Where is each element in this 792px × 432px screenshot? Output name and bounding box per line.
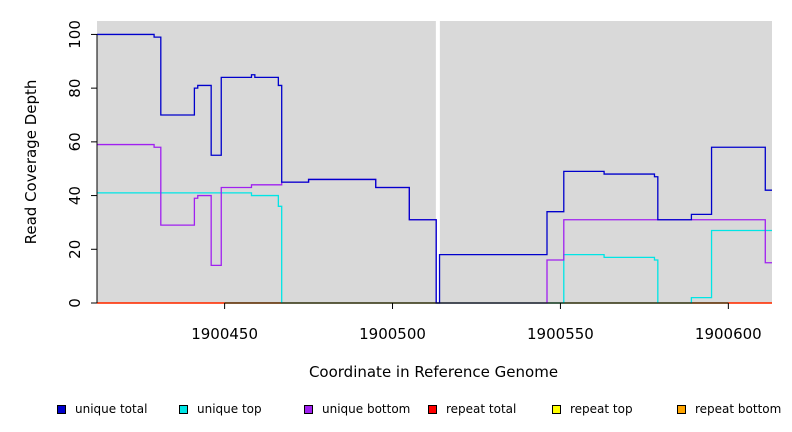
x-axis-title: Coordinate in Reference Genome bbox=[309, 363, 558, 381]
legend-swatch bbox=[304, 404, 313, 414]
legend-item-repeat-total: repeat total bbox=[428, 400, 516, 418]
legend-item-repeat-top: repeat top bbox=[552, 400, 633, 418]
legend-label: repeat top bbox=[570, 402, 633, 416]
x-tick-label: 1900550 bbox=[527, 325, 594, 343]
y-tick-label: 100 bbox=[66, 20, 84, 49]
y-tick-label: 20 bbox=[66, 240, 84, 259]
y-tick-label: 40 bbox=[66, 186, 84, 205]
legend-label: unique total bbox=[75, 402, 148, 416]
y-axis-title: Read Coverage Depth bbox=[22, 80, 40, 245]
axes-layer: 0 20 40 60 80 100 1900450 1900500 1900550 1900600 bbox=[66, 20, 762, 343]
legend-label: unique top bbox=[197, 402, 262, 416]
legend-swatch bbox=[57, 404, 66, 414]
plot-background bbox=[97, 21, 772, 303]
legend-item-repeat-bottom: repeat bottom bbox=[677, 400, 781, 418]
x-tick-label: 1900450 bbox=[191, 325, 258, 343]
legend-label: unique bottom bbox=[322, 402, 411, 416]
y-tick-label: 0 bbox=[66, 298, 84, 308]
legend-item-unique-total: unique total bbox=[57, 400, 147, 418]
legend-swatch bbox=[428, 404, 437, 414]
x-tick-label: 1900500 bbox=[359, 325, 426, 343]
legend-item-unique-bottom: unique bottom bbox=[304, 400, 410, 418]
coverage-chart: 0 20 40 60 80 100 1900450 1900500 1900550 1900600… bbox=[22, 20, 772, 381]
series-line-unique-total bbox=[97, 33, 772, 304]
x-tick-label: 1900600 bbox=[695, 325, 762, 343]
legend-swatch bbox=[552, 404, 561, 414]
series-line-unique-bottom bbox=[97, 143, 772, 304]
legend-swatch bbox=[677, 404, 686, 414]
series-line-unique-top bbox=[97, 192, 772, 304]
legend-swatch bbox=[179, 404, 188, 414]
legend-label: repeat bottom bbox=[695, 402, 782, 416]
y-tick-label: 60 bbox=[66, 132, 84, 151]
legend-label: repeat total bbox=[446, 402, 517, 416]
y-tick-label: 80 bbox=[66, 79, 84, 98]
legend-item-unique-top: unique top bbox=[179, 400, 262, 418]
chart-legend: unique total unique top unique bottom repea… bbox=[0, 400, 792, 420]
